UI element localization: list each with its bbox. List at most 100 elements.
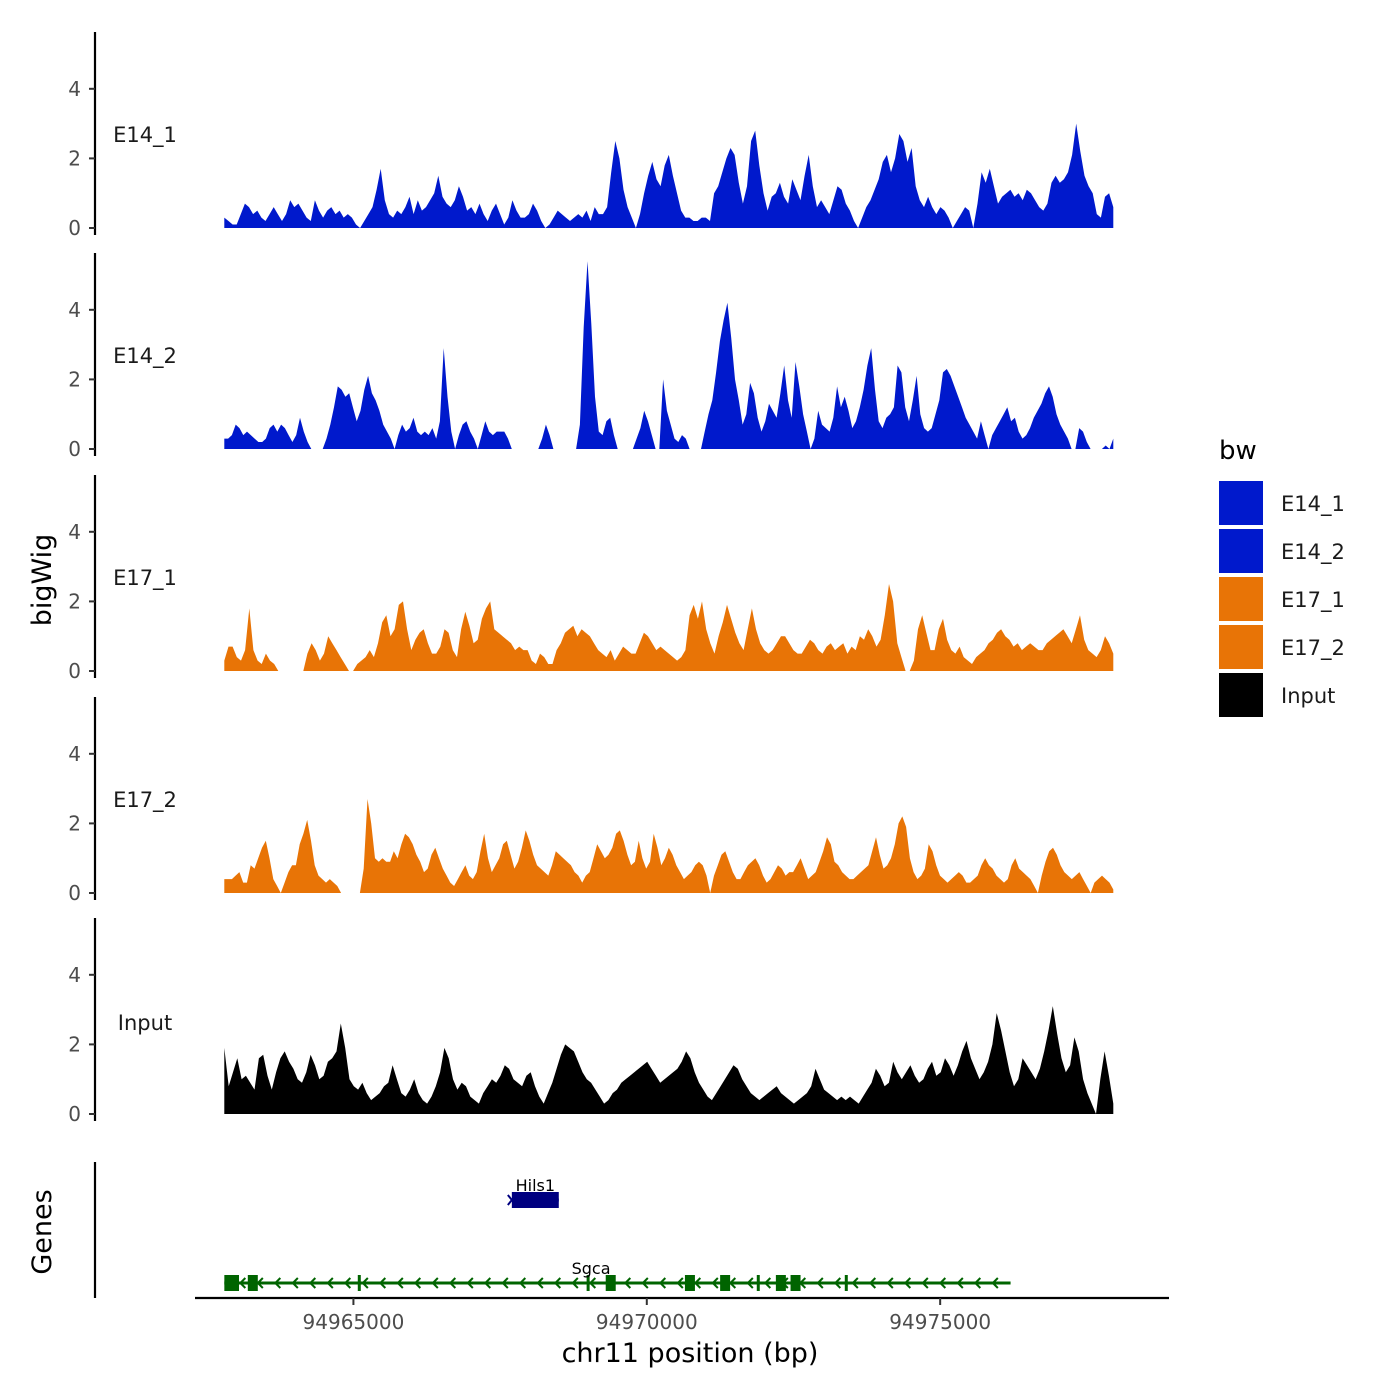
track-label: E14_1 bbox=[113, 123, 177, 148]
track-label: E14_2 bbox=[113, 344, 177, 369]
strand-arrow bbox=[763, 1277, 772, 1289]
legend-title: bw bbox=[1219, 436, 1257, 466]
gene-exon bbox=[605, 1275, 616, 1291]
gene-exon bbox=[720, 1275, 731, 1291]
y-tick-label: 2 bbox=[68, 1032, 81, 1056]
strand-arrow bbox=[238, 1277, 247, 1289]
gene-exon bbox=[247, 1275, 258, 1291]
legend: bw E14_1 E14_2 E17_1 E17_2 Input bbox=[1219, 436, 1345, 717]
legend-label-E17_1: E17_1 bbox=[1281, 588, 1345, 613]
y-tick-label: 0 bbox=[68, 659, 81, 683]
strand-arrow bbox=[973, 1277, 982, 1289]
x-axis-title: chr11 position (bp) bbox=[562, 1338, 819, 1369]
legend-swatch-E17_2 bbox=[1219, 625, 1263, 669]
strand-arrow bbox=[938, 1277, 947, 1289]
strand-arrow bbox=[641, 1277, 649, 1289]
strand-arrow bbox=[571, 1277, 579, 1289]
gene-exon bbox=[790, 1275, 801, 1291]
x-axis: 94965000 94970000 94975000 bbox=[195, 1296, 1169, 1334]
strand-arrow bbox=[728, 1277, 737, 1289]
gene-exon bbox=[684, 1275, 695, 1291]
track-label: Input bbox=[118, 1011, 172, 1035]
strand-arrow bbox=[921, 1277, 929, 1289]
strand-arrow bbox=[378, 1277, 387, 1289]
strand-arrow bbox=[623, 1277, 632, 1289]
track-E14_1: 0 2 4 E14_1 bbox=[68, 32, 1114, 240]
y-tick-label: 0 bbox=[68, 881, 81, 905]
y-tick-label: 2 bbox=[68, 146, 81, 170]
strand-arrow bbox=[711, 1277, 719, 1289]
y-tick-label: 4 bbox=[68, 742, 81, 766]
strand-arrow bbox=[501, 1277, 509, 1289]
gene-label: Sgca bbox=[572, 1259, 611, 1278]
legend-label-Input: Input bbox=[1281, 684, 1335, 708]
y-tick-label: 0 bbox=[68, 1102, 81, 1126]
y-tick-label: 4 bbox=[68, 298, 81, 322]
legend-label-E14_2: E14_2 bbox=[1281, 540, 1345, 565]
strand-arrow bbox=[553, 1277, 562, 1289]
strand-arrow bbox=[291, 1277, 299, 1289]
strand-arrow bbox=[396, 1277, 404, 1289]
strand-arrow bbox=[273, 1277, 282, 1289]
strand-arrow bbox=[343, 1277, 352, 1289]
legend-swatch-E17_1 bbox=[1219, 577, 1263, 621]
y-tick-label: 2 bbox=[68, 367, 81, 391]
strand-arrow bbox=[746, 1277, 754, 1289]
strand-arrow bbox=[676, 1277, 684, 1289]
gene-exon bbox=[775, 1275, 786, 1291]
strand-arrow bbox=[868, 1277, 877, 1289]
y-axis-title: bigWig bbox=[27, 534, 58, 627]
strand-arrow bbox=[956, 1277, 964, 1289]
strand-arrow bbox=[588, 1277, 597, 1289]
strand-arrow bbox=[483, 1277, 492, 1289]
strand-arrow bbox=[833, 1277, 842, 1289]
strand-arrow bbox=[886, 1277, 894, 1289]
y-tick-label: 4 bbox=[68, 520, 81, 544]
y-tick-label: 0 bbox=[68, 216, 81, 240]
strand-arrow bbox=[361, 1277, 369, 1289]
genes-panel: Hils1 Sgca bbox=[93, 1162, 1011, 1298]
gene-exon bbox=[224, 1275, 240, 1291]
y-tick-label: 2 bbox=[68, 811, 81, 835]
gene-Hils1: Hils1 bbox=[507, 1176, 559, 1208]
strand-arrow bbox=[903, 1277, 912, 1289]
strand-arrow bbox=[658, 1277, 667, 1289]
strand-arrow bbox=[816, 1277, 824, 1289]
gene-Sgca: Sgca bbox=[224, 1259, 1011, 1291]
x-tick-label: 94975000 bbox=[889, 1310, 991, 1334]
gene-exon bbox=[511, 1192, 559, 1208]
y-tick-label: 2 bbox=[68, 589, 81, 613]
coverage-area-Input bbox=[224, 1006, 1114, 1114]
coverage-tracks: 0 2 4 E14_1 0 2 4 E14_2 0 2 4 E17_1 0 2 4 E17_2 0 2 4 Input bbox=[68, 32, 1114, 1126]
legend-label-E14_1: E14_1 bbox=[1281, 492, 1345, 517]
y-tick-label: 0 bbox=[68, 437, 81, 461]
strand-arrow bbox=[536, 1277, 544, 1289]
gene-label: Hils1 bbox=[516, 1176, 555, 1195]
strand-arrow bbox=[413, 1277, 422, 1289]
y-tick-label: 4 bbox=[68, 77, 81, 101]
strand-arrow bbox=[851, 1277, 859, 1289]
strand-arrow bbox=[448, 1277, 457, 1289]
coverage-area-E17_1 bbox=[224, 584, 1114, 671]
legend-swatch-Input bbox=[1219, 673, 1263, 717]
coverage-area-E14_2 bbox=[224, 261, 1114, 449]
coverage-area-E17_2 bbox=[224, 799, 1114, 893]
y-tick-label: 4 bbox=[68, 963, 81, 987]
track-E14_2: 0 2 4 E14_2 bbox=[68, 253, 1114, 461]
strand-arrow bbox=[431, 1277, 439, 1289]
strand-arrow bbox=[466, 1277, 474, 1289]
track-label: E17_1 bbox=[113, 566, 177, 591]
strand-arrow bbox=[308, 1277, 317, 1289]
x-tick-label: 94965000 bbox=[303, 1310, 405, 1334]
legend-swatch-E14_1 bbox=[1219, 481, 1263, 525]
strand-arrow bbox=[518, 1277, 527, 1289]
track-Input: 0 2 4 Input bbox=[68, 918, 1114, 1126]
track-E17_1: 0 2 4 E17_1 bbox=[68, 475, 1114, 683]
strand-arrow bbox=[326, 1277, 334, 1289]
track-label: E17_2 bbox=[113, 788, 177, 813]
strand-arrow bbox=[693, 1277, 702, 1289]
track-E17_2: 0 2 4 E17_2 bbox=[68, 697, 1114, 905]
coverage-area-E14_1 bbox=[224, 123, 1114, 228]
strand-arrow bbox=[991, 1277, 999, 1289]
